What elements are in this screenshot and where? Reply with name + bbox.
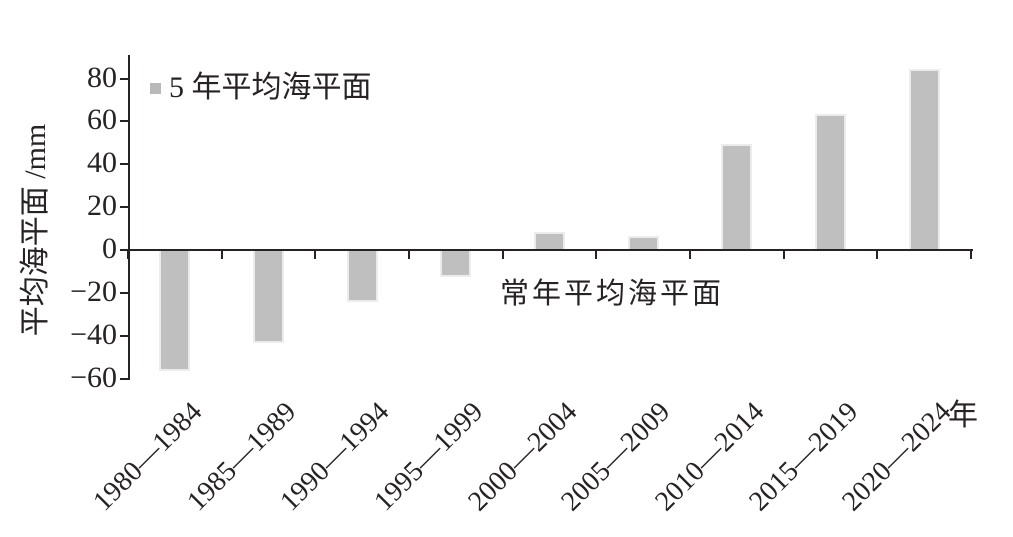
x-tick: [689, 251, 691, 259]
y-tick-label: −20: [70, 274, 117, 308]
y-tick-label: −40: [70, 317, 117, 351]
y-tick: [120, 206, 128, 209]
y-tick-label: 0: [102, 232, 117, 265]
bar: [253, 251, 284, 344]
y-tick: [120, 291, 128, 294]
y-tick: [120, 77, 128, 80]
legend-label: 5 年平均海平面: [169, 71, 372, 104]
x-axis-zero-line: [128, 249, 973, 251]
bar: [440, 251, 472, 277]
x-tick: [876, 251, 879, 259]
y-tick-label: 20: [87, 189, 117, 223]
y-tick: [120, 163, 128, 166]
x-axis-unit-label: 年: [948, 399, 978, 432]
y-tick: [120, 334, 128, 337]
legend-swatch-icon: [150, 82, 161, 94]
x-tick: [595, 251, 598, 259]
bar: [159, 251, 191, 371]
x-tick: [314, 251, 317, 259]
x-tick: [220, 251, 223, 259]
y-tick-label: 80: [87, 60, 117, 94]
y-tick: [120, 120, 128, 123]
y-tick: [120, 377, 128, 380]
y-tick-label: 40: [87, 146, 117, 180]
zero-line-annotation: 常年平均海平面: [500, 278, 725, 310]
x-tick: [782, 251, 785, 259]
legend: 5 年平均海平面: [150, 73, 372, 103]
bar: [721, 143, 753, 249]
bar: [908, 68, 940, 249]
bar: [627, 236, 659, 249]
bar: [815, 113, 846, 249]
y-tick-label: 60: [87, 103, 117, 137]
x-tick: [127, 251, 129, 259]
x-tick: [501, 251, 504, 259]
y-tick: [120, 249, 128, 251]
y-tick-label: −60: [70, 360, 117, 394]
x-tick: [408, 251, 410, 259]
bar: [534, 231, 565, 249]
bar: [346, 251, 378, 303]
x-tick: [970, 251, 972, 259]
y-axis-line: [128, 55, 130, 380]
